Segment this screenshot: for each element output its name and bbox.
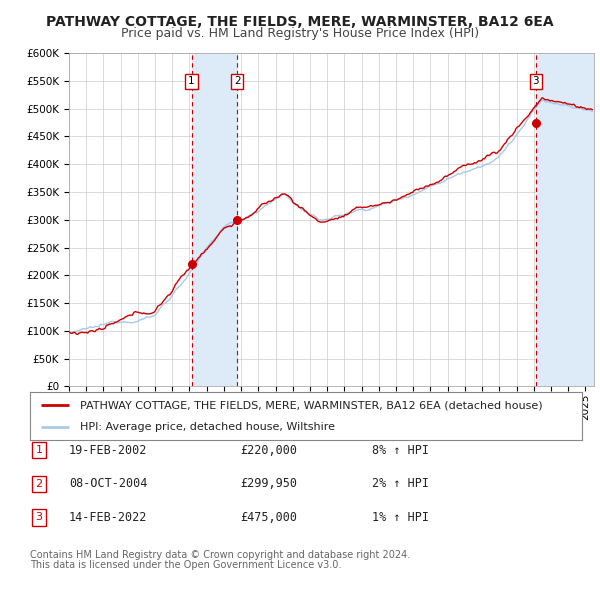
Text: £220,000: £220,000 xyxy=(240,444,297,457)
Text: £475,000: £475,000 xyxy=(240,511,297,524)
Text: This data is licensed under the Open Government Licence v3.0.: This data is licensed under the Open Gov… xyxy=(30,559,341,569)
Text: 2: 2 xyxy=(35,479,43,489)
Text: 1: 1 xyxy=(188,77,195,86)
Text: 14-FEB-2022: 14-FEB-2022 xyxy=(69,511,148,524)
Text: 2: 2 xyxy=(234,77,241,86)
Text: Price paid vs. HM Land Registry's House Price Index (HPI): Price paid vs. HM Land Registry's House … xyxy=(121,27,479,40)
Bar xyxy=(536,53,594,386)
Text: Contains HM Land Registry data © Crown copyright and database right 2024.: Contains HM Land Registry data © Crown c… xyxy=(30,550,410,560)
Text: 2% ↑ HPI: 2% ↑ HPI xyxy=(372,477,429,490)
Text: 19-FEB-2002: 19-FEB-2002 xyxy=(69,444,148,457)
Text: 1% ↑ HPI: 1% ↑ HPI xyxy=(372,511,429,524)
Text: £299,950: £299,950 xyxy=(240,477,297,490)
Text: PATHWAY COTTAGE, THE FIELDS, MERE, WARMINSTER, BA12 6EA: PATHWAY COTTAGE, THE FIELDS, MERE, WARMI… xyxy=(46,15,554,29)
Text: 1: 1 xyxy=(35,445,43,455)
Text: 8% ↑ HPI: 8% ↑ HPI xyxy=(372,444,429,457)
Bar xyxy=(191,53,237,386)
Text: 3: 3 xyxy=(35,513,43,522)
Text: PATHWAY COTTAGE, THE FIELDS, MERE, WARMINSTER, BA12 6EA (detached house): PATHWAY COTTAGE, THE FIELDS, MERE, WARMI… xyxy=(80,400,542,410)
Text: 3: 3 xyxy=(533,77,539,86)
Text: HPI: Average price, detached house, Wiltshire: HPI: Average price, detached house, Wilt… xyxy=(80,422,335,432)
Text: 08-OCT-2004: 08-OCT-2004 xyxy=(69,477,148,490)
